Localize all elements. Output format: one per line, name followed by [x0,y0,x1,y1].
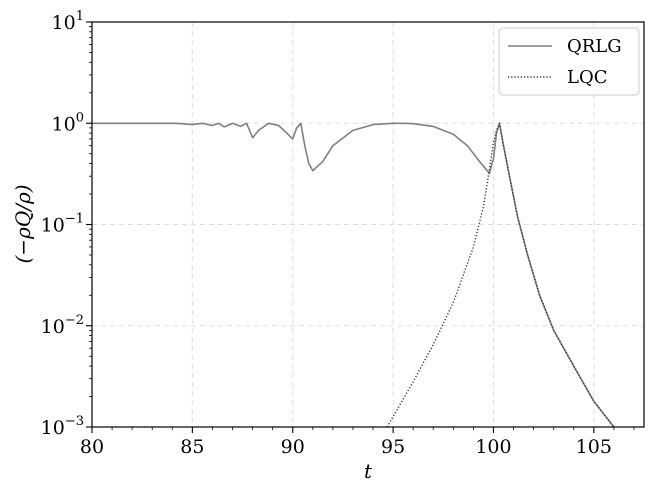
legend-box [498,27,640,96]
x-tick-label: 85 [180,436,204,458]
x-axis: 80 85 90 95 100 105 [80,427,635,458]
series-layer [92,122,615,428]
x-tick-label: 90 [281,436,305,458]
x-tick-label: 105 [576,436,612,458]
legend: QRLG LQC [498,27,640,96]
legend-label-qrlg: QRLG [567,36,622,57]
y-axis-label: (−ρQ/ρ) [11,184,35,263]
y-axis: 10−3 10−2 10−1 100 101 [41,9,92,439]
x-axis-label: t [364,459,373,483]
series-line-qrlg [92,122,615,428]
series-line-lqc [386,122,615,428]
x-tick-label: 100 [475,436,511,458]
y-tick-label: 101 [52,9,84,34]
x-tick-label: 80 [80,436,104,458]
x-tick-label: 95 [381,436,405,458]
y-tick-label: 10−1 [41,212,84,237]
y-tick-label: 10−3 [41,414,84,439]
legend-label-lqc: LQC [567,67,607,88]
y-tick-label: 100 [52,110,84,135]
y-tick-label: 10−2 [41,313,84,338]
